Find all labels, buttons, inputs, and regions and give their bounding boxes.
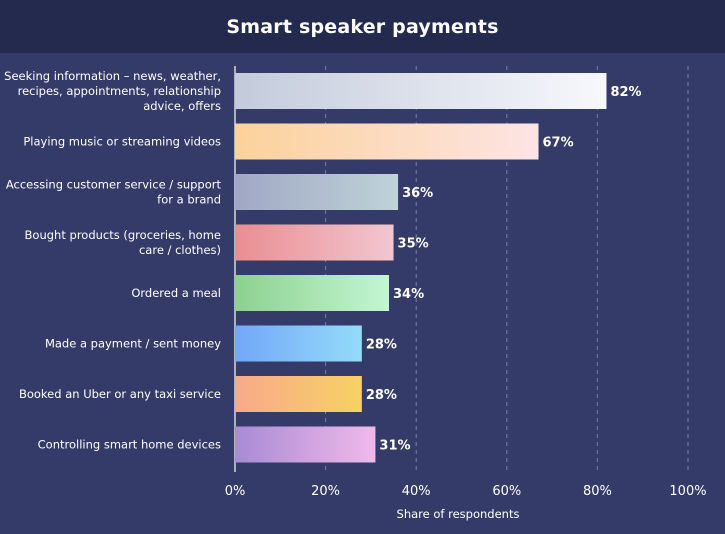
chart-title: Smart speaker payments [226, 15, 499, 38]
bar [235, 376, 362, 412]
value-label: 36% [402, 186, 433, 201]
x-tick-label: 0% [225, 484, 246, 499]
value-label: 82% [610, 85, 641, 100]
bar [235, 123, 539, 160]
bar [235, 174, 399, 210]
bar [235, 275, 390, 311]
x-tick-label: 40% [402, 484, 431, 499]
x-tick-label: 60% [492, 484, 521, 499]
value-label: 34% [393, 287, 424, 302]
value-label: 31% [379, 439, 410, 454]
bar [235, 224, 394, 261]
value-label: 28% [366, 338, 397, 353]
bar [235, 325, 362, 362]
title-bar: Smart speaker payments [0, 0, 725, 53]
category-label: Bought products (groceries, home care / c… [25, 228, 221, 257]
category-label: Controlling smart home devices [38, 438, 221, 452]
value-label: 67% [543, 136, 574, 151]
category-label: Accessing customer service / support for … [6, 178, 222, 207]
x-tick-label: 80% [583, 484, 612, 499]
category-labels: Seeking information – news, weather, reci… [4, 69, 221, 452]
category-label: Ordered a meal [131, 286, 221, 300]
x-axis-ticks: 0% 20% 40% 60% 80% 100% [225, 484, 707, 499]
value-label: 35% [398, 237, 429, 252]
category-label: Made a payment / sent money [45, 337, 221, 351]
bar [235, 73, 607, 109]
category-label: Booked an Uber or any taxi service [19, 387, 221, 401]
category-label: Playing music or streaming videos [23, 135, 221, 149]
bars [235, 73, 607, 463]
value-labels: 82% 67% 36% 35% 34% 28% 28% 31% [366, 85, 642, 454]
x-axis-title: Share of respondents [397, 507, 520, 521]
x-tick-label: 100% [669, 484, 706, 499]
category-label: Seeking information – news, weather, reci… [4, 69, 221, 113]
bar [235, 426, 376, 463]
value-label: 28% [366, 388, 397, 403]
x-tick-label: 20% [311, 484, 340, 499]
